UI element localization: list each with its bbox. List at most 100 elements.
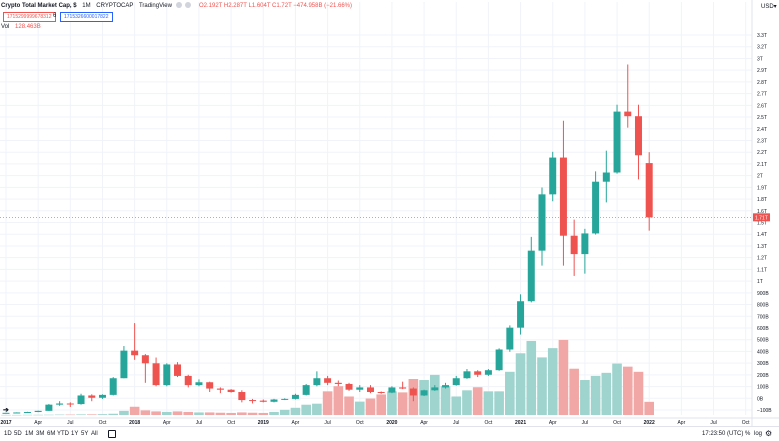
timeframe-1m[interactable]: 1M — [25, 431, 34, 437]
time-tick-label: Apr — [677, 420, 685, 426]
price-tick-label: 500B — [757, 338, 769, 344]
timeframe-5y[interactable]: 5Y — [81, 431, 89, 437]
volume-bar — [387, 391, 397, 415]
timeframe-all[interactable]: All — [91, 431, 98, 437]
price-tick-label: 300B — [757, 361, 769, 367]
candle-body — [592, 181, 600, 234]
candle-body — [174, 364, 182, 376]
volume-bar — [505, 371, 515, 415]
volume-bar — [419, 380, 429, 415]
volume-bar — [376, 394, 386, 415]
clock[interactable]: 17:23:50 (UTC) — [702, 431, 744, 437]
volume-bar — [140, 410, 151, 415]
volume-value: 128.463B — [15, 24, 41, 30]
time-tick-label: Oct — [356, 420, 364, 426]
volume-bar — [1, 414, 11, 416]
time-tick-label: 2020 — [386, 420, 397, 426]
volume-bar — [44, 414, 54, 416]
candle-body — [13, 412, 21, 414]
volume-label[interactable]: Vol — [1, 24, 10, 30]
volume-bar — [537, 357, 547, 415]
price-tick-label: 1T — [757, 279, 763, 285]
timeframe-5d[interactable]: 5D — [14, 431, 22, 437]
volume-bar — [515, 353, 526, 415]
candle-body — [291, 394, 299, 399]
candle-body — [356, 387, 364, 390]
volume-bar — [76, 414, 86, 415]
candle-body — [527, 250, 535, 302]
volume-bar — [354, 401, 365, 415]
timeframe-3m[interactable]: 3M — [36, 431, 45, 437]
time-tick-label: Jul — [324, 420, 330, 426]
exchange-label: CRYPTOCAP — [96, 3, 134, 9]
price-tick-label: 2T — [757, 174, 763, 180]
time-tick-label: Apr — [549, 420, 557, 426]
timeframe-ytd[interactable]: YTD — [57, 431, 69, 437]
volume-bar — [11, 414, 22, 416]
candle-body — [634, 116, 642, 156]
candle-body — [77, 395, 85, 405]
candle-body — [399, 387, 407, 389]
candle-body — [66, 403, 74, 405]
volume-bar — [547, 348, 558, 415]
time-tick-label: Oct — [485, 420, 493, 426]
candle-body — [163, 364, 171, 386]
candlestick-chart[interactable]: 3.3T 3.2T 3T 2.9T 2.8T 2.7T 2.6T 2.5T 2.4T 2.3T 2.… — [0, 0, 779, 426]
price-tick-label: 1.4T — [757, 232, 767, 238]
volume-bar — [612, 363, 622, 415]
volume-bar — [430, 374, 440, 415]
price-tick-label: 2.3T — [757, 138, 767, 144]
candle-body — [184, 375, 192, 386]
ohlc-values: O2.192T H2.287T L1.604T C1.72T −474.958B… — [199, 3, 352, 9]
candle-body — [195, 382, 203, 386]
time-tick-label: 2017 — [0, 420, 11, 426]
volume-bar — [172, 411, 183, 415]
time-tick-label: Apr — [420, 420, 428, 426]
study-input-1[interactable]: 1715299999678312 — [3, 12, 56, 22]
time-tick-label: 2022 — [644, 420, 655, 426]
legend-title-row: Crypto Total Market Cap, $ 1M CRYPTOCAP … — [1, 2, 352, 11]
study-input-2[interactable]: 1715326600017822 — [60, 12, 113, 22]
volume-bar — [590, 375, 601, 415]
volume-bar — [601, 372, 612, 415]
price-tick-label: 100B — [757, 385, 769, 391]
price-tick-label: 1.6T — [757, 209, 767, 215]
price-tick-label: 800B — [757, 303, 769, 309]
symbol-title[interactable]: Crypto Total Market Cap, $ — [1, 3, 77, 9]
volume-bar — [569, 368, 579, 415]
log-toggle[interactable]: log — [754, 431, 763, 437]
time-tick-label: Oct — [99, 420, 107, 426]
volume-bar — [258, 412, 269, 415]
volume-legend: Vol 128.463B — [1, 23, 41, 32]
bottom-toolbar: 1D 5D 1M 3M 6M YTD 1Y 5Y All 17:23:50 (U… — [0, 426, 779, 441]
volume-bar — [65, 414, 76, 416]
price-tick-label: 0B — [757, 396, 764, 402]
volume-bar — [483, 391, 494, 415]
candle-body — [559, 157, 567, 236]
timeframe-6m[interactable]: 6M — [47, 431, 56, 437]
price-tick-label: 1.8T — [757, 197, 767, 203]
candle-body — [324, 378, 332, 383]
candle-body — [602, 172, 610, 182]
price-tick-label: 900B — [757, 291, 769, 297]
volume-bar — [333, 386, 344, 415]
status-dot-icon — [185, 2, 192, 9]
volume-bar — [247, 412, 258, 415]
candle-body — [206, 382, 214, 389]
settings-gear-icon[interactable]: ⚙ — [765, 429, 773, 438]
percent-toggle[interactable]: % — [745, 431, 751, 437]
time-tick-label: Jul — [196, 420, 202, 426]
price-tick-label: 3.2T — [757, 45, 767, 51]
volume-bar — [269, 411, 279, 415]
candle-body — [624, 111, 632, 117]
price-tick-label: 1.2T — [757, 256, 767, 262]
calendar-icon[interactable] — [108, 430, 116, 438]
candle-body — [645, 163, 653, 218]
interval-label[interactable]: 1M — [82, 3, 91, 9]
time-tick-label: 2018 — [129, 420, 140, 426]
timeframe-1y[interactable]: 1Y — [71, 431, 79, 437]
currency-label[interactable]: USD▾ — [761, 4, 777, 10]
volume-bar — [472, 387, 483, 415]
timeframe-1d[interactable]: 1D — [4, 431, 12, 437]
